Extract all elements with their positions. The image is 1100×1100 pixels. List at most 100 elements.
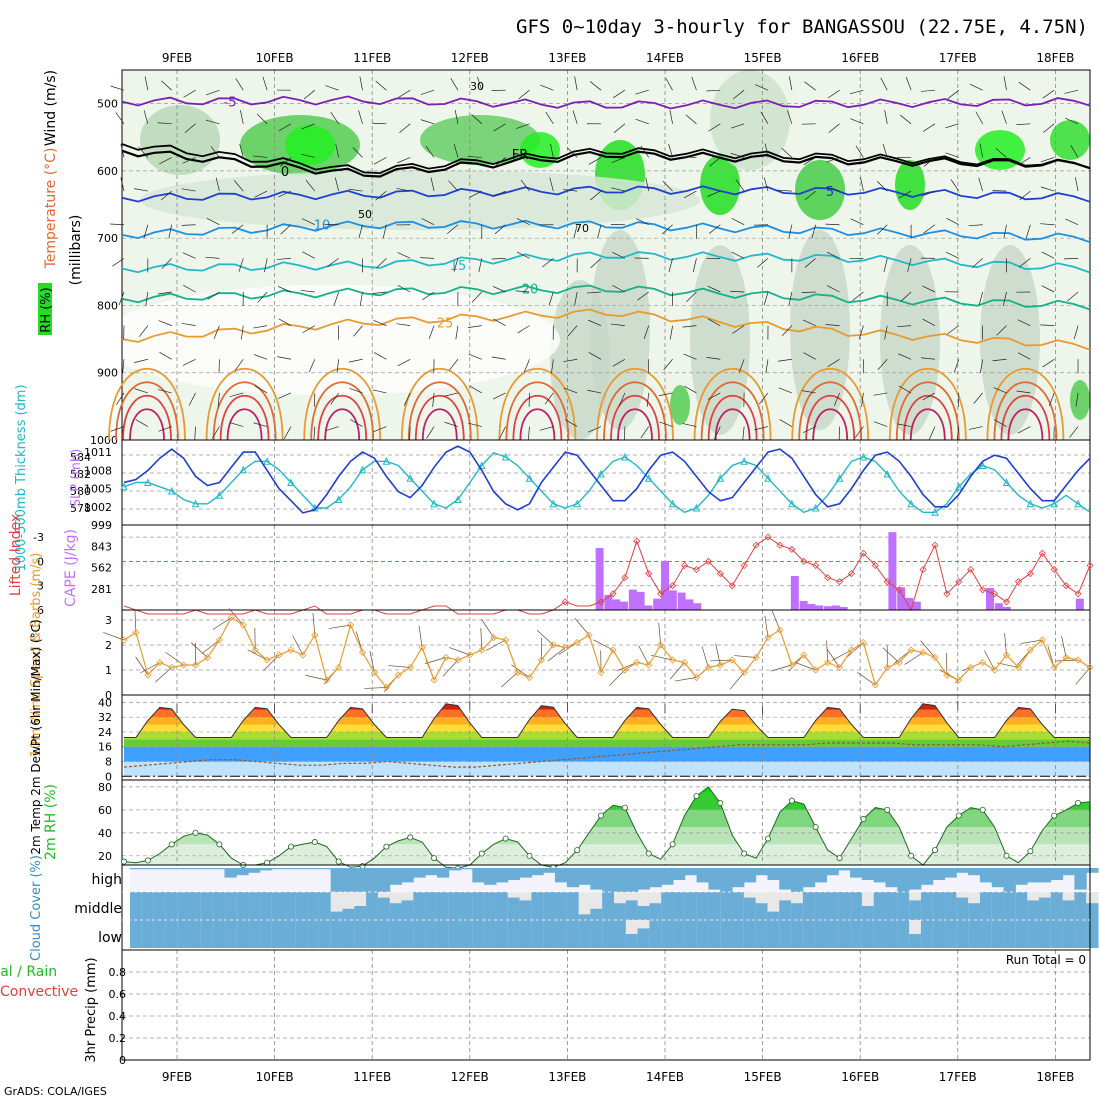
wind-barb-10m [846, 642, 864, 658]
isotherm-0 [121, 143, 1091, 175]
wind-barb [118, 291, 125, 306]
isotherm-loop [400, 368, 479, 441]
thickness-tick-label: 582 [70, 468, 91, 481]
cloud-high-cell [248, 868, 261, 873]
wind-barb-10m [442, 659, 459, 677]
wind-barb [683, 353, 697, 360]
side-label-convective: Convective [0, 984, 78, 1000]
rh-band [124, 827, 1090, 845]
wind-barb [278, 190, 292, 198]
wind-barb [205, 256, 220, 259]
wind-barb [1073, 325, 1079, 340]
isotherm-label: 20 [522, 283, 539, 298]
cloud-high-cell [873, 868, 887, 883]
side-label-cape: CAPE (J/kg) [63, 529, 79, 607]
temp-tick-label: 0 [105, 770, 112, 783]
wind-barb [1025, 224, 1031, 239]
wind-speed-point [669, 656, 677, 664]
wind-barb [335, 143, 340, 158]
isotherm-loop [122, 395, 172, 441]
wind-barb [898, 353, 912, 360]
wind-barb [549, 177, 554, 192]
cloud-cell [153, 892, 166, 920]
wind-speed-point [454, 656, 462, 664]
wind-barb [515, 290, 530, 293]
cloud-cell [177, 892, 190, 920]
cloud-high-cell [366, 868, 379, 892]
wind-speed-point [1050, 663, 1058, 672]
wind-barb [398, 89, 411, 98]
wind-barb [731, 218, 745, 226]
cloud-cell [932, 920, 946, 948]
wind-barb [301, 123, 315, 130]
thickness-point [573, 499, 581, 508]
wind-barb [921, 190, 936, 197]
rh-point [693, 793, 700, 800]
lifted-index-point [704, 557, 712, 565]
date-label-bottom: 12FEB [451, 1070, 489, 1084]
rh-point [526, 852, 533, 859]
cloud-high-cell [566, 868, 580, 888]
isotherm-loop [1007, 408, 1044, 441]
wind-barb-10m [904, 652, 924, 665]
thickness-tick-label: 580 [70, 485, 91, 498]
wind-barb [207, 291, 220, 300]
date-label-top: 13FEB [548, 51, 586, 65]
wind-barb [446, 224, 459, 234]
thickness-point [287, 478, 295, 486]
cloud-cell [625, 900, 639, 920]
wind-barb [992, 190, 1007, 192]
wind-barb [1040, 186, 1055, 192]
rh-point [812, 824, 819, 831]
cloud-cell [1050, 920, 1064, 948]
cloud-cell [436, 920, 450, 948]
wind-barb [777, 358, 792, 362]
wind-barb [1001, 110, 1007, 124]
rh-point [431, 855, 438, 862]
precip-tick-label: 0.4 [109, 1010, 127, 1023]
cloud-cell [248, 892, 261, 920]
wind-barb [517, 325, 530, 334]
wind-speed-point [418, 643, 426, 652]
wind-barb [763, 291, 769, 306]
isotherm-loop [1000, 395, 1051, 441]
cloud-high-cell [979, 868, 993, 883]
cloud-high-cell [354, 868, 367, 892]
lifted-index-point [788, 545, 796, 553]
cloud-cell [366, 920, 379, 948]
wind-barb [420, 257, 435, 259]
isotherm-loop [505, 381, 570, 441]
wind-speed-point [788, 661, 796, 669]
wind-barb [668, 258, 673, 272]
wind-barb-10m [638, 645, 650, 666]
cloud-cell [413, 920, 426, 948]
lifted-index-point [871, 561, 879, 570]
wind-barb [449, 359, 459, 371]
wind-barb [876, 224, 888, 235]
wind-barb-10m [547, 647, 566, 662]
thickness-point [978, 461, 987, 469]
cape-bar [685, 599, 694, 610]
thickness-point [167, 486, 176, 495]
wind-speed-point [716, 661, 724, 669]
wind-barb [612, 285, 626, 293]
cloud-cell [295, 892, 308, 920]
wind-speed-point [573, 638, 581, 647]
wind-barb [280, 224, 292, 235]
wind-barb-10m [996, 662, 1019, 668]
wind-barb [825, 187, 840, 192]
slp-tick-label: 1005 [84, 483, 112, 496]
wind-barb [804, 258, 816, 268]
wind-barb [691, 76, 697, 91]
cloud-high-cell [625, 868, 639, 892]
wind-barb [979, 143, 984, 158]
wind-barb [467, 325, 482, 328]
lifted-index-point [657, 590, 665, 598]
wind-barb [597, 224, 602, 239]
wind-speed-point [1026, 646, 1034, 654]
rh-point [1003, 852, 1010, 859]
cloud-cell [318, 892, 332, 920]
date-label-bottom: 17FEB [939, 1070, 977, 1084]
wind-barb [572, 110, 578, 124]
cloud-high-cell [177, 868, 190, 870]
